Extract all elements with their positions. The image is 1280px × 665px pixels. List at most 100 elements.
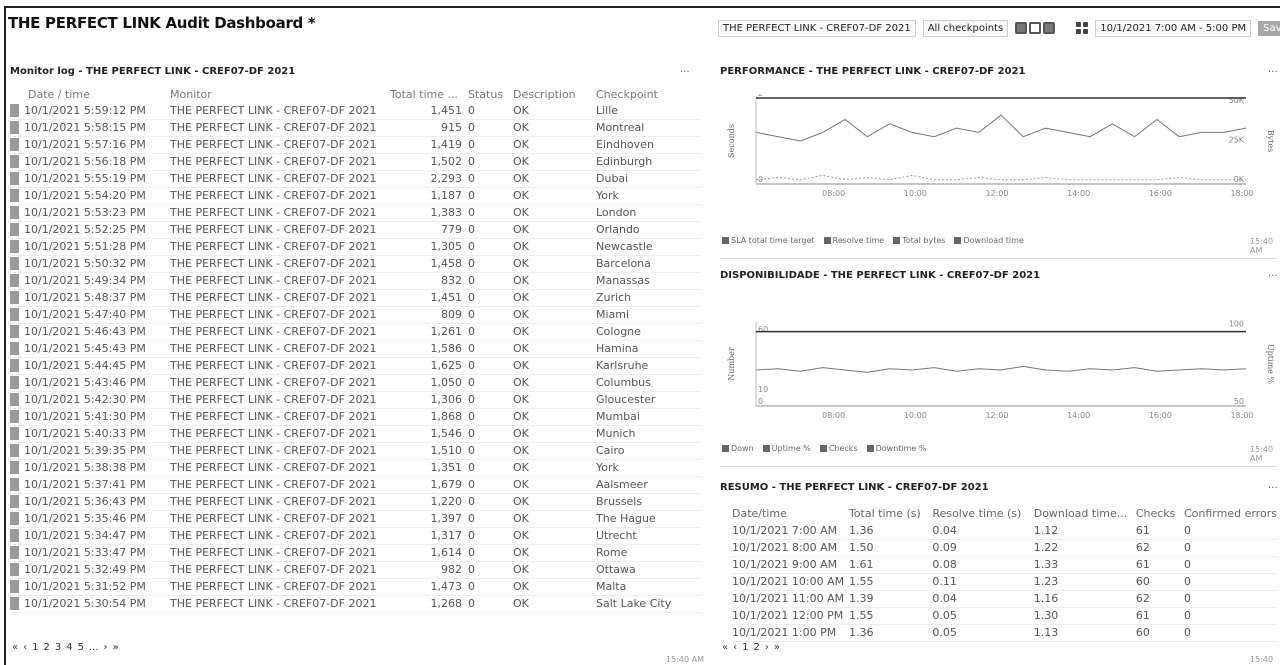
cell-date-time-wrap: 10/1/2021 5:46:43 PM [10, 323, 170, 341]
table-row[interactable]: 10/1/2021 5:57:16 PM THE PERFECT LINK - C… [10, 136, 700, 154]
cell-checkpoint: Karlsruhe [596, 357, 700, 375]
legend-item[interactable]: Resolve time [823, 236, 884, 245]
table-row[interactable]: 10/1/2021 5:55:19 PM THE PERFECT LINK - C… [10, 170, 700, 188]
table-row[interactable]: 10/1/2021 5:42:30 PM THE PERFECT LINK - C… [10, 391, 700, 409]
table-row[interactable]: 10/1/2021 5:46:43 PM THE PERFECT LINK - C… [10, 323, 700, 341]
monitor-log-more-button[interactable]: ... [680, 64, 690, 75]
table-row[interactable]: 10/1/2021 5:53:23 PM THE PERFECT LINK - C… [10, 204, 700, 222]
cell-date-time: 10/1/2021 10:00 AM [732, 573, 849, 591]
col-total-time[interactable]: Total time ... [390, 87, 459, 101]
col-resolve-time[interactable]: Resolve time (s) [932, 506, 1022, 520]
col-checks[interactable]: Checks [1135, 506, 1176, 520]
layout-one-icon[interactable] [1015, 22, 1028, 34]
dashboard-grid-icon[interactable] [1076, 22, 1089, 34]
table-row[interactable]: 10/1/2021 7:00 AM 1.36 0.04 1.12 61 0 [732, 522, 1277, 540]
legend-item[interactable]: Download time [954, 236, 1024, 245]
cell-description: OK [513, 340, 596, 358]
table-row[interactable]: 10/1/2021 5:36:43 PM THE PERFECT LINK - C… [10, 493, 700, 511]
col-description[interactable]: Description [513, 87, 576, 101]
legend-item[interactable]: SLA total time target [722, 236, 815, 245]
cell-date-time: 10/1/2021 12:00 PM [732, 607, 849, 625]
col-checkpoint[interactable]: Checkpoint [596, 87, 658, 101]
cell-date-time: 10/1/2021 9:00 AM [732, 556, 849, 574]
col-total-time[interactable]: Total time (s) [848, 506, 921, 520]
table-row[interactable]: 10/1/2021 5:30:54 PM THE PERFECT LINK - C… [10, 595, 700, 613]
table-row[interactable]: 10/1/2021 9:00 AM 1.61 0.08 1.33 61 0 [732, 556, 1277, 574]
col-confirmed-errors[interactable]: Confirmed errors [1183, 506, 1277, 520]
pager-item[interactable]: › [103, 642, 108, 653]
col-date-time[interactable]: Date / time [28, 87, 90, 101]
table-row[interactable]: 10/1/2021 5:37:41 PM THE PERFECT LINK - C… [10, 476, 700, 494]
table-row[interactable]: 10/1/2021 5:40:33 PM THE PERFECT LINK - C… [10, 425, 700, 443]
table-row[interactable]: 10/1/2021 5:51:28 PM THE PERFECT LINK - C… [10, 238, 700, 256]
pager-item[interactable]: « [12, 642, 19, 653]
pager-item[interactable]: » [112, 642, 119, 653]
resumo-more-button[interactable]: ... [1268, 480, 1278, 491]
legend-item[interactable]: Total bytes [893, 236, 945, 245]
pager-item[interactable]: 5 [77, 642, 84, 653]
table-row[interactable]: 10/1/2021 10:00 AM 1.55 0.11 1.23 60 0 [732, 573, 1277, 591]
table-row[interactable]: 10/1/2021 5:52:25 PM THE PERFECT LINK - C… [10, 221, 700, 239]
pager-item[interactable]: » [773, 642, 780, 653]
table-row[interactable]: 10/1/2021 1:00 PM 1.36 0.05 1.13 60 0 [732, 624, 1277, 642]
cell-total-time: 1,458 [390, 255, 468, 273]
pager-item[interactable]: 1 [32, 642, 39, 653]
pager-item[interactable]: « [722, 642, 729, 653]
cell-monitor: THE PERFECT LINK - CREF07-DF 2021 [170, 493, 390, 511]
cell-description: OK [513, 408, 596, 426]
disponibilidade-more-button[interactable]: ... [1268, 268, 1278, 279]
table-row[interactable]: 10/1/2021 5:47:40 PM THE PERFECT LINK - C… [10, 306, 700, 324]
cell-description: OK [513, 561, 596, 579]
save-button[interactable]: Save [1258, 20, 1280, 36]
table-row[interactable]: 10/1/2021 5:54:20 PM THE PERFECT LINK - C… [10, 187, 700, 205]
col-download-time[interactable]: Download time... [1033, 506, 1128, 520]
pager-item[interactable]: 4 [66, 642, 73, 653]
pager-item[interactable]: 1 [742, 642, 749, 653]
table-row[interactable]: 10/1/2021 11:00 AM 1.39 0.04 1.16 62 0 [732, 590, 1277, 608]
pager-item[interactable]: 3 [54, 642, 62, 653]
pager-item[interactable]: ‹ [23, 642, 28, 653]
col-monitor[interactable]: Monitor [170, 87, 212, 101]
table-row[interactable]: 10/1/2021 5:49:34 PM THE PERFECT LINK - C… [10, 272, 700, 290]
pager-item[interactable]: 2 [43, 642, 50, 653]
table-row[interactable]: 10/1/2021 5:58:15 PM THE PERFECT LINK - C… [10, 119, 700, 137]
legend-item[interactable]: Uptime % [762, 444, 811, 453]
table-row[interactable]: 10/1/2021 5:43:46 PM THE PERFECT LINK - C… [10, 374, 700, 392]
pager-item[interactable]: ‹ [733, 642, 738, 653]
table-row[interactable]: 10/1/2021 8:00 AM 1.50 0.09 1.22 62 0 [732, 539, 1277, 557]
date-range-picker[interactable]: 10/1/2021 7:00 AM - 5:00 PM [1095, 19, 1252, 37]
pager-item[interactable]: ... [89, 642, 99, 653]
table-row[interactable]: 10/1/2021 5:33:47 PM THE PERFECT LINK - C… [10, 544, 700, 562]
cell-checkpoint: Cairo [596, 442, 700, 460]
pager-item[interactable]: › [764, 642, 769, 653]
layout-two-icon[interactable] [1029, 22, 1042, 34]
table-row[interactable]: 10/1/2021 12:00 PM 1.55 0.05 1.30 61 0 [732, 607, 1277, 625]
col-status[interactable]: Status [468, 87, 504, 101]
legend-label: Checks [828, 444, 858, 453]
table-row[interactable]: 10/1/2021 5:35:46 PM THE PERFECT LINK - C… [10, 510, 700, 528]
table-row[interactable]: 10/1/2021 5:38:38 PM THE PERFECT LINK - C… [10, 459, 700, 477]
legend-item[interactable]: Down [722, 444, 754, 453]
pager-item[interactable]: 2 [753, 642, 760, 653]
table-row[interactable]: 10/1/2021 5:44:45 PM THE PERFECT LINK - C… [10, 357, 700, 375]
table-row[interactable]: 10/1/2021 5:48:37 PM THE PERFECT LINK - C… [10, 289, 700, 307]
performance-more-button[interactable]: ... [1268, 64, 1278, 75]
table-row[interactable]: 10/1/2021 5:50:32 PM THE PERFECT LINK - C… [10, 255, 700, 273]
cell-description: OK [513, 527, 596, 545]
cell-date-time-wrap: 10/1/2021 5:48:37 PM [10, 289, 170, 307]
col-date-time[interactable]: Date/time [732, 506, 787, 520]
legend-item[interactable]: Checks [819, 444, 858, 453]
table-row[interactable]: 10/1/2021 5:32:49 PM THE PERFECT LINK - C… [10, 561, 700, 579]
monitor-select[interactable]: THE PERFECT LINK - CREF07-DF 2021 [718, 19, 916, 37]
table-row[interactable]: 10/1/2021 5:56:18 PM THE PERFECT LINK - C… [10, 153, 700, 171]
status-square-icon [10, 427, 19, 441]
table-row[interactable]: 10/1/2021 5:41:30 PM THE PERFECT LINK - C… [10, 408, 700, 426]
table-row[interactable]: 10/1/2021 5:45:43 PM THE PERFECT LINK - C… [10, 340, 700, 358]
legend-item[interactable]: Downtime % [866, 444, 927, 453]
table-row[interactable]: 10/1/2021 5:39:35 PM THE PERFECT LINK - C… [10, 442, 700, 460]
layout-three-icon[interactable] [1043, 22, 1056, 34]
table-row[interactable]: 10/1/2021 5:31:52 PM THE PERFECT LINK - C… [10, 578, 700, 596]
table-row[interactable]: 10/1/2021 5:34:47 PM THE PERFECT LINK - C… [10, 527, 700, 545]
checkpoints-select[interactable]: All checkpoints [922, 19, 1009, 37]
table-row[interactable]: 10/1/2021 5:59:12 PM THE PERFECT LINK - C… [10, 102, 700, 120]
